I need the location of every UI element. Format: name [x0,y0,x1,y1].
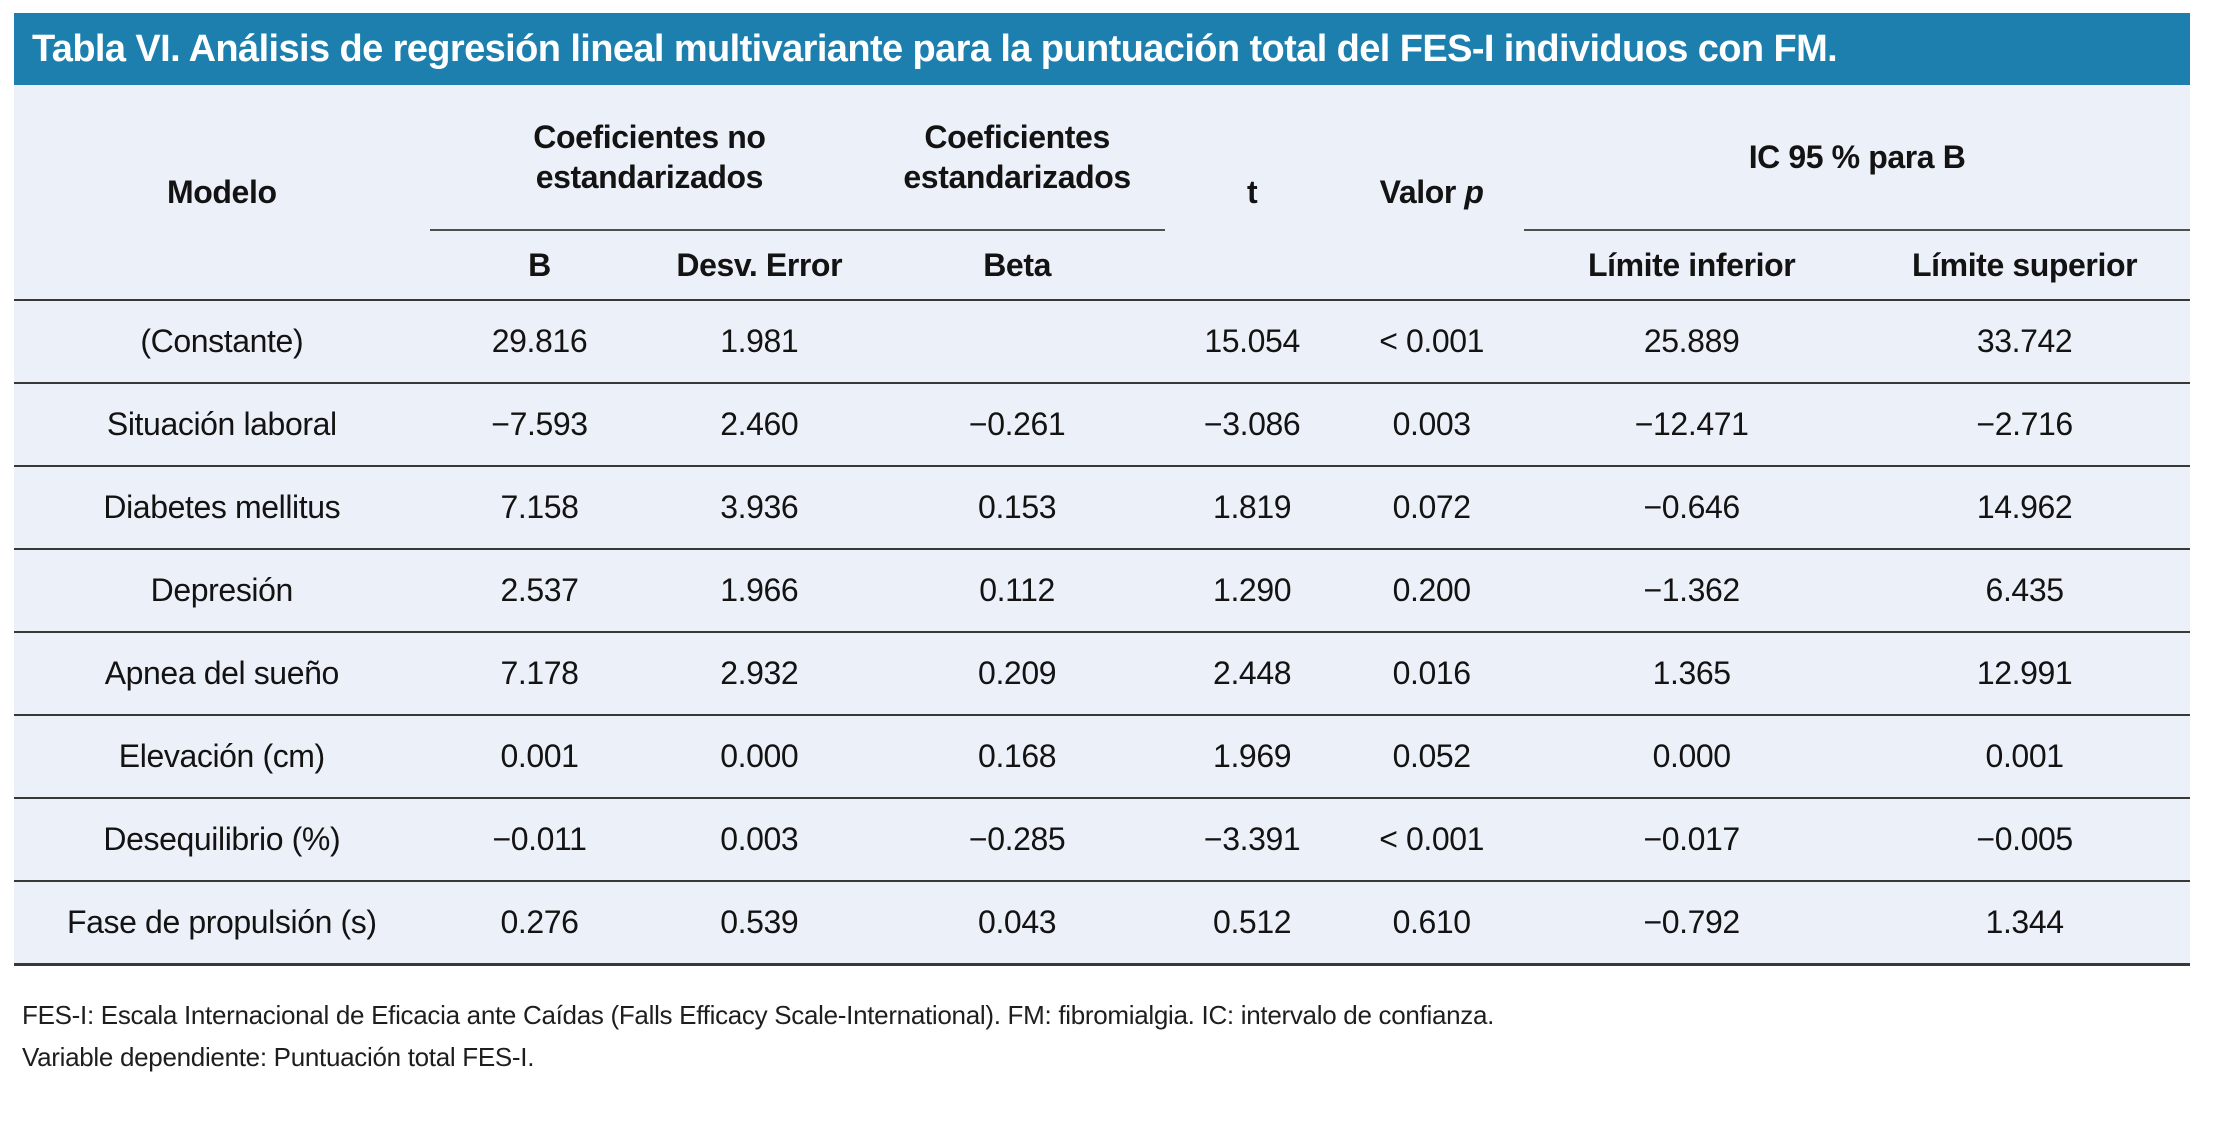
value-cell: 0.610 [1339,880,1525,966]
footnote-line-dependent-variable: Variable dependiente: Puntuación total F… [22,1041,535,1072]
value-cell: −3.391 [1165,797,1340,881]
value-cell: < 0.001 [1339,299,1525,383]
value-cell: 2.460 [649,382,870,466]
table-row: (Constante) 29.816 1.981 15.054 < 0.001 25.88… [14,299,2190,383]
value-cell: 15.054 [1165,299,1340,383]
table-row: Apnea del sueño 7.178 2.932 0.209 2.448 0.016… [14,631,2190,715]
col-header-beta: Beta [983,247,1051,283]
value-cell: 0.276 [429,880,650,966]
row-label-cell: Diabetes mellitus [14,465,430,549]
value-cell: 0.512 [1165,880,1340,966]
group-header-ic-95-para-b: IC 95 % para B [1524,85,2190,231]
value-cell: 0.168 [869,714,1166,798]
value-cell: −2.716 [1859,382,2190,466]
value-cell: 14.962 [1859,465,2190,549]
value-cell: 0.072 [1339,465,1525,549]
table-body: (Constante) 29.816 1.981 15.054 < 0.001 25.88… [14,299,2190,966]
value-cell: 7.178 [429,631,650,715]
row-label-cell: Elevación (cm) [14,714,430,798]
col-header-t: t [1246,174,1258,210]
value-cell: 0.016 [1339,631,1525,715]
group-header-coeficientes-estandarizados: Coeficientes estandarizados [869,85,1166,231]
table-figure: Tabla VI. Análisis de regresión lineal m… [14,13,2190,1078]
value-cell [869,299,1166,383]
value-cell: 0.539 [649,880,870,966]
table-footnote: FES-I: Escala Internacional de Eficacia … [14,994,2190,1078]
regression-table: Modelo Coeficientes no estandarizados Co… [14,85,2190,966]
value-cell: −0.792 [1524,880,1860,966]
table-row: Diabetes mellitus 7.158 3.936 0.153 1.819 0.0… [14,465,2190,549]
value-cell: 29.816 [429,299,650,383]
value-cell: 0.153 [869,465,1166,549]
value-cell: −7.593 [429,382,650,466]
value-cell: 0.112 [869,548,1166,632]
value-cell: 33.742 [1859,299,2190,383]
p-symbol: p [1464,174,1484,210]
col-header-modelo: Modelo [167,174,277,210]
value-cell: 1.981 [649,299,870,383]
col-header-limite-inferior: Límite inferior [1587,247,1796,283]
value-cell: 0.000 [1524,714,1860,798]
col-header-desv-error: Desv. Error [676,247,843,283]
value-cell: −12.471 [1524,382,1860,466]
row-label-cell: (Constante) [14,299,430,383]
value-cell: −0.011 [429,797,650,881]
value-cell: 3.936 [649,465,870,549]
value-cell: 1.966 [649,548,870,632]
row-label-cell: Desequilibrio (%) [14,797,430,881]
valor-label: Valor [1379,174,1457,210]
value-cell: 0.052 [1339,714,1525,798]
value-cell: 0.000 [649,714,870,798]
value-cell: 1.365 [1524,631,1860,715]
value-cell: 1.969 [1165,714,1340,798]
value-cell: −0.017 [1524,797,1860,881]
footnote-line-abbreviations: FES-I: Escala Internacional de Eficacia … [22,999,1495,1030]
col-header-limite-superior: Límite superior [1912,247,2138,283]
row-label-cell: Apnea del sueño [14,631,430,715]
value-cell: 0.003 [1339,382,1525,466]
table-row: Elevación (cm) 0.001 0.000 0.168 1.969 0.052 0… [14,714,2190,798]
value-cell: 2.932 [649,631,870,715]
value-cell: 1.290 [1165,548,1340,632]
group-header-coeficientes-no-estandarizados: Coeficientes no estandarizados [429,85,870,231]
value-cell: 7.158 [429,465,650,549]
row-label-cell: Depresión [14,548,430,632]
value-cell: 1.344 [1859,880,2190,966]
value-cell: 2.448 [1165,631,1340,715]
table-row: Depresión 2.537 1.966 0.112 1.290 0.200 −1.362… [14,548,2190,632]
value-cell: −3.086 [1165,382,1340,466]
value-cell: −0.646 [1524,465,1860,549]
value-cell: 25.889 [1524,299,1860,383]
value-cell: −1.362 [1524,548,1860,632]
table-row: Desequilibrio (%) −0.011 0.003 −0.285 −3.391… [14,797,2190,881]
row-label-cell: Fase de propulsión (s) [14,880,430,966]
value-cell: 2.537 [429,548,650,632]
table-title-bar: Tabla VI. Análisis de regresión lineal m… [14,13,2190,85]
value-cell: 0.001 [1859,714,2190,798]
value-cell: 1.819 [1165,465,1340,549]
value-cell: 12.991 [1859,631,2190,715]
row-label-cell: Situación laboral [14,382,430,466]
value-cell: −0.261 [869,382,1166,466]
col-header-valor-p: Valor p [1339,85,1524,300]
value-cell: 6.435 [1859,548,2190,632]
value-cell: −0.005 [1859,797,2190,881]
value-cell: 0.209 [869,631,1166,715]
value-cell: 0.043 [869,880,1166,966]
value-cell: −0.285 [869,797,1166,881]
value-cell: 0.003 [649,797,870,881]
value-cell: < 0.001 [1339,797,1525,881]
table-row: Fase de propulsión (s) 0.276 0.539 0.043 0.5… [14,880,2190,966]
table-header: Modelo Coeficientes no estandarizados Co… [14,85,2190,300]
col-header-b: B [528,247,551,283]
value-cell: 0.001 [429,714,650,798]
value-cell: 0.200 [1339,548,1525,632]
table-row: Situación laboral −7.593 2.460 −0.261 −3.086… [14,382,2190,466]
